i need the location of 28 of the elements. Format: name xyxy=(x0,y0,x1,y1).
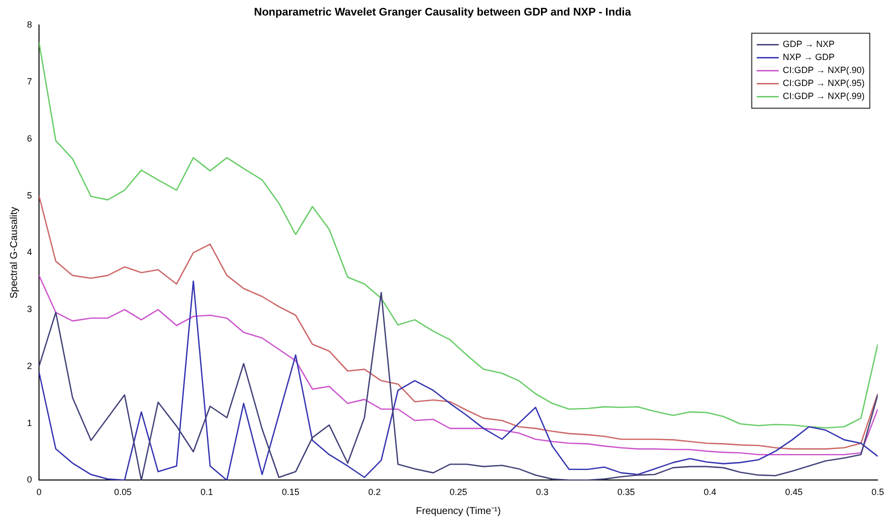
x-tick-label: 0.5 xyxy=(871,487,884,498)
x-tick-label: 0.4 xyxy=(704,487,716,498)
legend-label: NXP → GDP xyxy=(782,52,835,62)
x-tick-label: 0 xyxy=(36,487,42,498)
x-axis-title: Frequency (Time⁻¹) xyxy=(416,506,501,517)
y-tick-label: 5 xyxy=(26,190,32,200)
x-tick-label: 0.3 xyxy=(536,487,549,498)
y-tick-label: 4 xyxy=(26,247,32,258)
y-tick-label: 6 xyxy=(26,133,32,144)
legend-label: CI:GDP → NXP(.99) xyxy=(782,91,865,102)
y-tick-label: 2 xyxy=(26,360,32,371)
legend-label: GDP → NXP xyxy=(782,39,835,50)
x-tick-label: 0.45 xyxy=(785,487,803,498)
y-tick-label: 8 xyxy=(26,20,32,30)
x-tick-label: 0.15 xyxy=(282,487,300,498)
x-tick-label: 0.1 xyxy=(200,487,214,498)
y-tick-label: 1 xyxy=(26,418,32,428)
y-axis-title: Spectral G-Causality xyxy=(8,206,20,299)
legend-label: CI:GDP → NXP(.90) xyxy=(782,65,865,76)
y-tick-label: 7 xyxy=(26,76,32,87)
x-tick-label: 0.05 xyxy=(114,487,132,498)
chart-title: Nonparametric Wavelet Granger Causality between GDP and NXP - India xyxy=(254,6,632,19)
x-tick-label: 0.2 xyxy=(368,487,381,498)
x-tick-label: 0.25 xyxy=(450,487,468,498)
legend-label: CI:GDP → NXP(.95) xyxy=(782,78,865,88)
x-tick-label: 0.35 xyxy=(617,487,635,498)
y-tick-label: 3 xyxy=(26,304,32,314)
y-tick-label: 0 xyxy=(26,474,32,485)
